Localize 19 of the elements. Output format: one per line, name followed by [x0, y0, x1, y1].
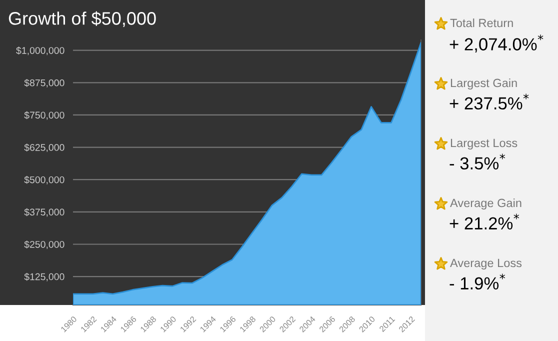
text: Largest Loss [450, 138, 518, 150]
y-tick-label: $1,000,000 [16, 46, 64, 56]
y-tick-label: $125,000 [24, 272, 64, 282]
text: - 1.9%$^{*}$ [450, 274, 506, 290]
text: Average Loss [450, 258, 522, 270]
text: + 237.5%$^{*}$ [450, 94, 529, 110]
y-tick-label: $500,000 [24, 176, 64, 184]
text: + 21.2%$^{*}$ [450, 214, 520, 230]
y-tick-label: $625,000 [24, 144, 64, 152]
y-tick-label: $750,000 [24, 111, 64, 120]
text: Total Return [450, 18, 513, 28]
y-tick-label: $250,000 [24, 240, 64, 250]
text: - 3.5%$^{*}$ [450, 154, 506, 170]
y-tick-label: $875,000 [24, 78, 64, 88]
chart-title: Growth of $50,000 [8, 11, 156, 27]
text: + 2,074.0%$^{*}$ [450, 34, 544, 53]
y-tick-label: $375,000 [24, 208, 64, 217]
text: Largest Gain [450, 78, 517, 90]
text: Average Gain [450, 198, 522, 210]
